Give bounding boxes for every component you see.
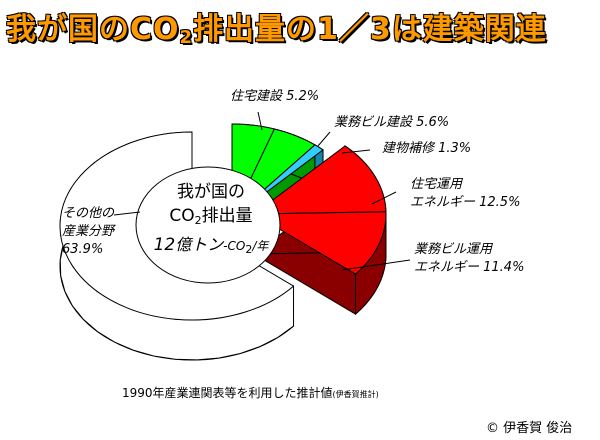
center-hole — [135, 166, 281, 284]
leader-line-office-construction — [317, 131, 331, 147]
center-label-line1: 我が国の — [177, 182, 245, 202]
center-label-total: 12億トン-CO2/年 — [153, 235, 269, 256]
page-title: 我が国のCO2排出量の1／3は建築関連 — [6, 12, 547, 48]
slice-label-residential-energy: 住宅運用 エネルギー 12.5% — [410, 177, 521, 210]
source-note: 1990年産業連関表等を利用した推計値(伊香賀推計) — [122, 386, 379, 400]
slice-label-residential-construction: 住宅建設 5.2% — [230, 89, 320, 104]
slice-label-other: その他の 産業分野 63.9% — [62, 206, 115, 257]
slice-label-repair: 建物補修 1.3% — [382, 141, 472, 156]
leader-line-office-energy — [341, 259, 411, 271]
center-label: 我が国の CO2排出量 12億トン-CO2/年 — [146, 180, 276, 262]
leader-line-residential-construction — [257, 111, 263, 131]
slice-label-office-energy: 業務ビル運用 エネルギー 11.4% — [414, 242, 525, 275]
slice-label-office-construction: 業務ビル建設 5.6% — [334, 115, 450, 130]
pie-slice-4 — [252, 211, 387, 275]
center-label-line2: CO2排出量 — [169, 206, 253, 227]
leader-line-other — [113, 211, 141, 216]
pie-slice-3 — [252, 145, 387, 215]
leader-line-repair — [341, 149, 371, 154]
copyright: © 伊香賀 俊治 — [486, 421, 573, 436]
leader-line-residential-energy — [371, 191, 397, 205]
